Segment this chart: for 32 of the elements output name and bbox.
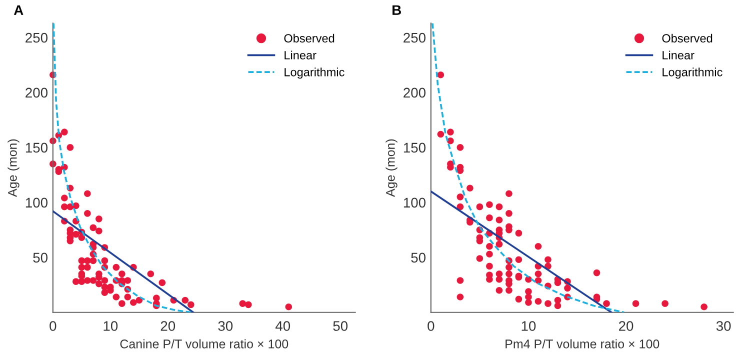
x-axis-title: Canine P/T volume ratio × 100 [120,339,288,348]
x-tick-label: 10 [522,321,536,331]
x-tick-label: 20 [618,321,634,331]
y-axis-title: Age (mon) [8,139,20,197]
y-tick-label: 100 [26,198,48,208]
legend-label: Linear [284,50,316,60]
y-tick-label: 250 [404,32,426,43]
legend-label: Observed [662,34,712,42]
y-tick-label: 100 [404,198,426,208]
chart-title: A [14,5,24,15]
y-tick-label: 200 [26,88,48,98]
x-tick-label: 30 [716,321,731,331]
x-tick-label: 50 [333,321,348,331]
y-tick-label: 50 [33,252,48,263]
y-tick-label: 50 [411,252,426,263]
x-axis-title: Pm4 P/T volume ratio × 100 [506,339,660,348]
x-tick-label: 40 [275,321,290,331]
legend-label: Observed [284,34,334,42]
y-tick-label: 150 [404,142,426,153]
y-tick-label: 250 [26,32,48,43]
chart-title: B [392,5,402,15]
x-tick-label: 30 [218,321,233,331]
x-tick-label: 0 [428,321,434,331]
y-tick-label: 200 [404,88,426,98]
x-tick-label: 10 [104,321,118,331]
y-tick-label: 150 [26,142,48,153]
y-axis-title: Age (mon) [386,139,398,197]
x-tick-label: 20 [160,321,176,331]
legend-label: Logarithmic [284,68,344,79]
legend-label: Logarithmic [662,68,722,79]
legend-label: Linear [662,50,694,60]
x-tick-label: 0 [50,321,56,331]
